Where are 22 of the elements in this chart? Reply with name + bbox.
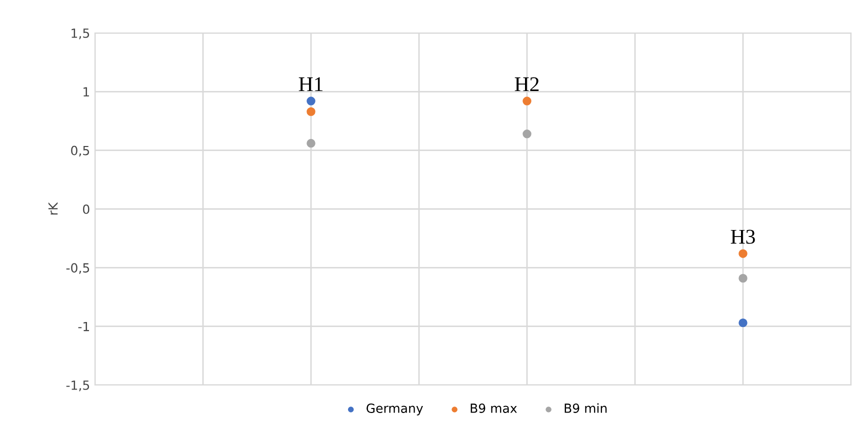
legend-label: B9 min — [564, 403, 607, 413]
y-tick-label: 0,5 — [71, 146, 90, 157]
point — [738, 249, 748, 258]
annotation: H3 — [730, 230, 755, 244]
y-tick-label: -0,5 — [66, 263, 90, 274]
y-tick-label: 1,5 — [72, 28, 90, 40]
point — [306, 138, 316, 148]
annotation: H2 — [514, 77, 539, 92]
annotation: H1 — [298, 77, 322, 92]
y-axis-title: rK — [48, 202, 58, 215]
legend-label: Germany — [366, 404, 423, 416]
point — [738, 318, 748, 328]
y-tick-label: 1 — [84, 87, 89, 96]
y-tick-label: -1,5 — [66, 380, 90, 392]
y-tick-label: 0 — [83, 204, 90, 214]
point — [522, 130, 532, 138]
point — [522, 96, 532, 106]
y-tick-label: -1 — [78, 322, 89, 332]
point — [738, 274, 748, 283]
legend-label: B9 max — [470, 404, 517, 413]
point — [306, 96, 316, 106]
point — [306, 107, 316, 116]
